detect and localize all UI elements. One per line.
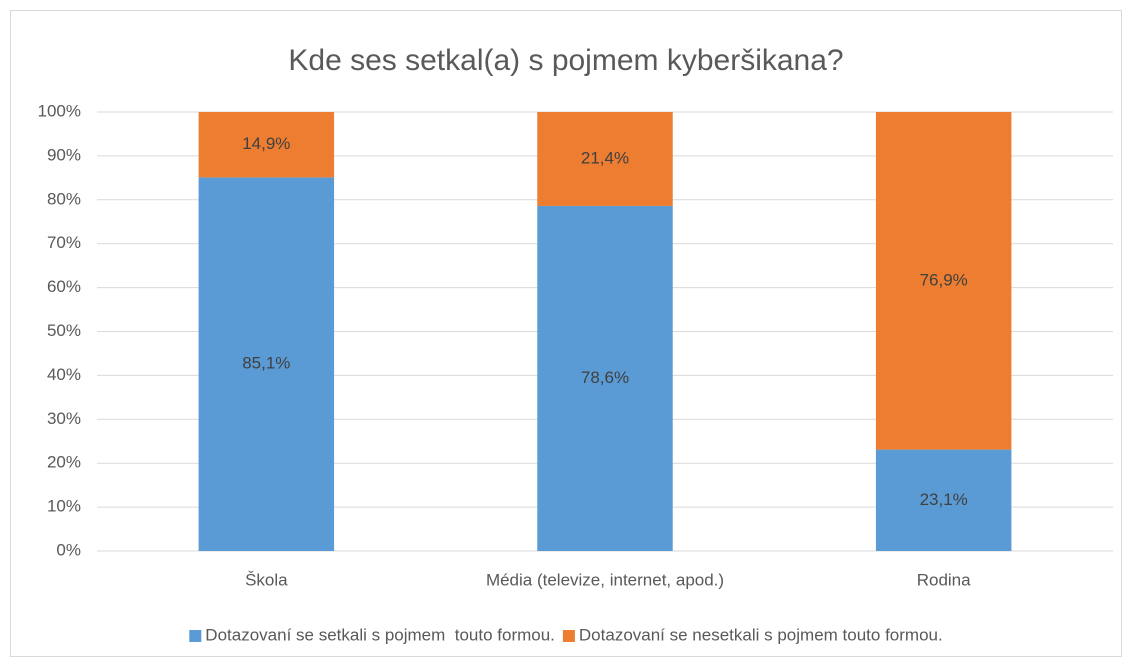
- bar-segment: [198, 112, 335, 178]
- legend-label: Dotazovaní se nesetkali s pojmem touto f…: [579, 625, 943, 644]
- y-tick-label: 70%: [47, 233, 81, 252]
- data-label: 23,1%: [920, 490, 968, 509]
- data-label: 78,6%: [581, 368, 629, 387]
- bar-segment: [198, 177, 335, 551]
- bar-segment: [537, 205, 673, 552]
- data-label: 21,4%: [581, 148, 629, 167]
- y-tick-label: 10%: [47, 497, 81, 516]
- bar-segment: [875, 112, 1012, 450]
- data-label: 76,9%: [920, 270, 968, 289]
- bar-segment: [875, 449, 1012, 551]
- y-tick-label: 100%: [38, 101, 81, 120]
- y-tick-label: 90%: [47, 145, 81, 164]
- y-tick-label: 30%: [47, 409, 81, 428]
- y-tick-label: 60%: [47, 277, 81, 296]
- chart-title: Kde ses setkal(a) s pojmem kyberšikana?: [288, 44, 843, 77]
- x-tick-label: Škola: [245, 570, 288, 589]
- bar-segment: [537, 112, 673, 206]
- x-tick-label: Média (televize, internet, apod.): [486, 570, 724, 589]
- legend-swatch: [189, 630, 202, 642]
- legend-label: Dotazovaní se setkali s pojmem touto for…: [205, 625, 555, 644]
- y-tick-label: 40%: [47, 365, 81, 384]
- y-tick-label: 50%: [47, 321, 81, 340]
- x-tick-label: Rodina: [917, 570, 971, 589]
- data-label: 85,1%: [242, 354, 290, 373]
- legend-swatch: [562, 630, 575, 642]
- y-tick-label: 80%: [47, 189, 81, 208]
- data-label: 14,9%: [242, 134, 290, 153]
- y-tick-label: 0%: [56, 540, 81, 559]
- y-tick-label: 20%: [47, 453, 81, 472]
